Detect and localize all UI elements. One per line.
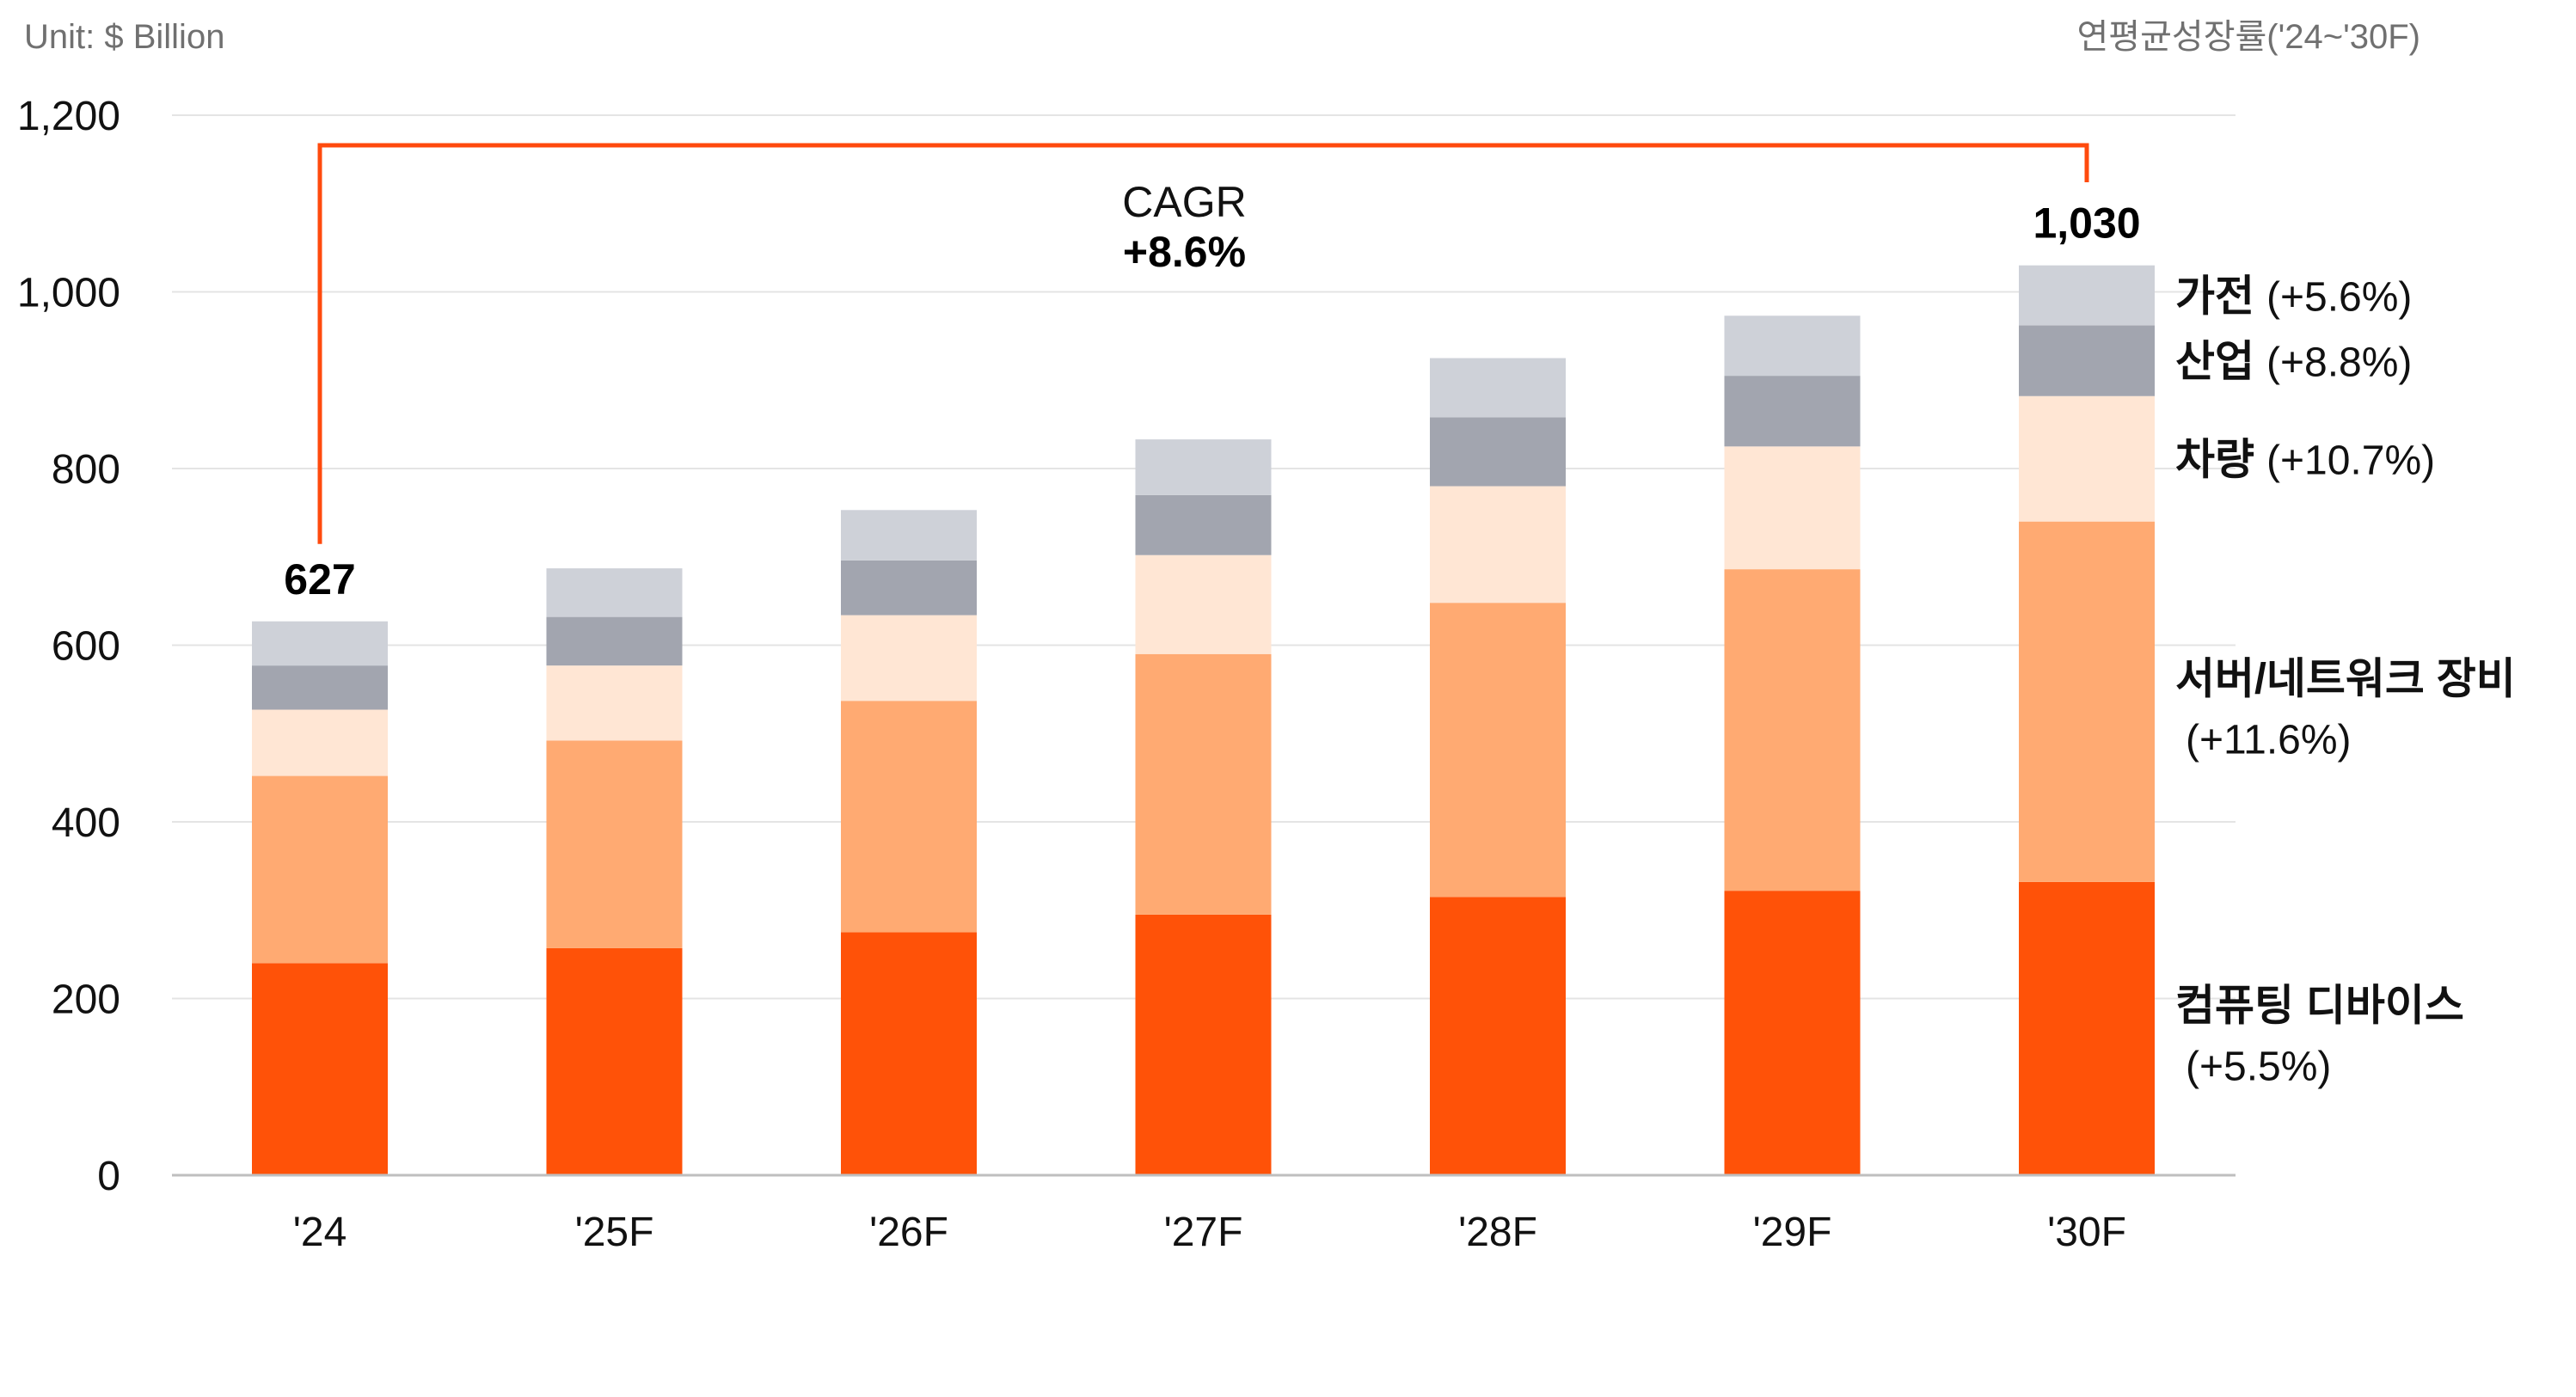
bar-segment xyxy=(841,510,977,561)
x-tick-label: '26F xyxy=(869,1210,948,1255)
bar-segment xyxy=(1724,891,1861,1175)
bar-segment xyxy=(841,932,977,1175)
bar-segment xyxy=(252,621,388,666)
bar-segment xyxy=(1430,417,1566,487)
series-name: 차량 xyxy=(2175,436,2254,484)
bar-segment xyxy=(252,963,388,1175)
cagr-value: +8.6% xyxy=(1123,228,1246,276)
bar-segment xyxy=(1724,316,1861,377)
x-tick-label: '30F xyxy=(2047,1210,2126,1255)
y-tick-label: 0 xyxy=(97,1154,120,1199)
series-label: 차량 (+10.7%) xyxy=(2175,436,2435,484)
bar-segment xyxy=(1135,439,1272,495)
bar-segment xyxy=(841,560,977,616)
bar-segment xyxy=(841,615,977,702)
bar-segment xyxy=(1430,358,1566,418)
bar-segment xyxy=(1724,569,1861,892)
bar-segment xyxy=(1135,914,1272,1175)
series-rate: (+5.5%) xyxy=(2186,1044,2331,1089)
bar-segment xyxy=(252,665,388,710)
y-tick-label: 600 xyxy=(52,624,120,670)
bar-segment xyxy=(546,665,683,741)
bar-segment xyxy=(1135,555,1272,654)
total-label: 1,030 xyxy=(2033,199,2140,248)
bar-segment xyxy=(2019,521,2155,882)
bar-segment xyxy=(546,616,683,666)
series-label: 산업 (+8.8%) xyxy=(2175,338,2412,386)
series-rate: (+11.6%) xyxy=(2186,717,2352,763)
bar-segment xyxy=(252,775,388,964)
series-name: 산업 xyxy=(2175,338,2254,386)
series-label: 가전 (+5.6%) xyxy=(2175,273,2412,321)
cagr-bracket-line xyxy=(317,143,2089,544)
bar-segment xyxy=(546,740,683,948)
x-tick-label: '27F xyxy=(1164,1210,1243,1255)
bar-segment xyxy=(1724,376,1861,447)
x-tick-label: '29F xyxy=(1753,1210,1832,1255)
bar-segment xyxy=(2019,265,2155,326)
y-tick-label: 200 xyxy=(52,977,120,1023)
bar-segment xyxy=(1135,494,1272,555)
y-tick-label: 1,000 xyxy=(17,271,120,316)
series-labels: 컴퓨팅 디바이스 (+5.5%) 서버/네트워크 장비 (+11.6%) 차량 (+10.… xyxy=(2175,273,2516,1090)
series-rate: (+8.8%) xyxy=(2266,340,2412,386)
x-tick-label: '24 xyxy=(293,1210,347,1255)
y-tick-label: 1,200 xyxy=(17,94,120,139)
x-tick-label: '28F xyxy=(1458,1210,1537,1255)
x-axis-ticks: '24 '25F '26F '27F '28F '29F '30F xyxy=(293,1210,2126,1255)
bar-segment xyxy=(841,701,977,933)
series-rate: (+5.6%) xyxy=(2266,275,2412,321)
bar-segment xyxy=(1430,603,1566,898)
bar-segment xyxy=(2019,325,2155,396)
bar-segment xyxy=(1430,486,1566,604)
cagr-header: 연평균성장률('24~'30F) xyxy=(2077,18,2421,56)
bar-segment xyxy=(546,947,683,1175)
bar-segment xyxy=(1135,653,1272,915)
bar-segment xyxy=(1430,897,1566,1175)
unit-label: Unit: $ Billion xyxy=(24,18,224,56)
series-name: 가전 xyxy=(2175,273,2254,321)
bar-segment xyxy=(252,709,388,776)
bar-segment xyxy=(2019,395,2155,522)
bar-segment xyxy=(546,568,683,617)
bar-segment xyxy=(1724,446,1861,570)
y-tick-label: 400 xyxy=(52,800,120,846)
series-name: 컴퓨팅 디바이스 xyxy=(2175,981,2464,1029)
y-axis-ticks: 0 200 400 600 800 1,000 1,200 xyxy=(17,94,120,1199)
total-label: 627 xyxy=(284,555,355,604)
bars xyxy=(252,265,2155,1175)
series-name: 서버/네트워크 장비 xyxy=(2175,654,2516,702)
cagr-title: CAGR xyxy=(1122,178,1246,226)
series-rate: (+10.7%) xyxy=(2266,438,2435,484)
x-tick-label: '25F xyxy=(575,1210,654,1255)
total-labels: 627 1,030 xyxy=(284,199,2140,604)
y-tick-label: 800 xyxy=(52,447,120,493)
bar-segment xyxy=(2019,881,2155,1175)
